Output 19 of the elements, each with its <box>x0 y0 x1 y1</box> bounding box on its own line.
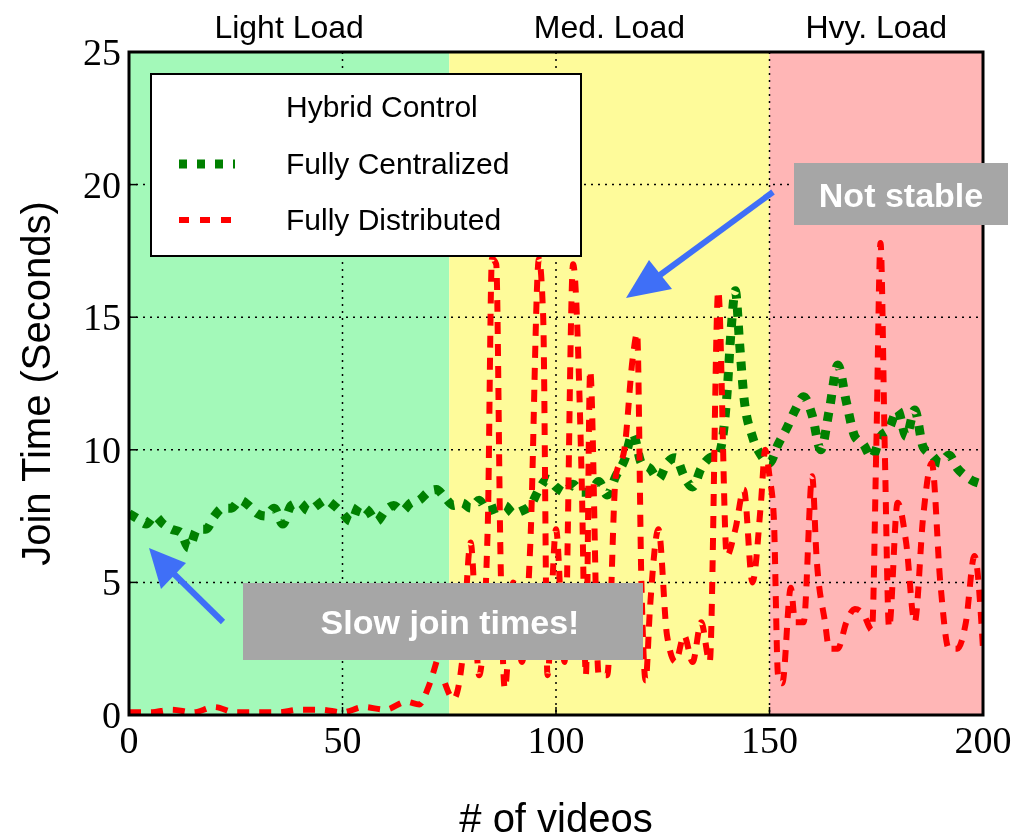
y-tick-label: 15 <box>83 296 121 339</box>
band-label: Hvy. Load <box>805 9 948 45</box>
y-tick-label: 5 <box>102 561 121 604</box>
x-tick-label: 200 <box>954 719 1012 761</box>
x-tick-label: 150 <box>741 719 798 761</box>
x-tick-label: 100 <box>527 719 585 761</box>
band-label: Light Load <box>214 9 364 45</box>
x-axis-title: # of videos <box>459 796 653 837</box>
legend-title: Hybrid Control <box>286 90 478 123</box>
x-tick-label: 50 <box>323 719 362 761</box>
y-tick-label: 25 <box>83 31 121 73</box>
legend-label: Fully Centralized <box>286 147 510 180</box>
y-tick-label: 10 <box>83 428 121 471</box>
legend-label: Fully Distributed <box>286 203 502 236</box>
y-tick-label: 20 <box>83 163 121 206</box>
y-axis-title: Join Time (Seconds) <box>14 201 58 566</box>
band-label: Med. Load <box>533 9 685 45</box>
annotation: Not stable <box>818 176 984 214</box>
annotation: Slow join times! <box>320 603 580 641</box>
